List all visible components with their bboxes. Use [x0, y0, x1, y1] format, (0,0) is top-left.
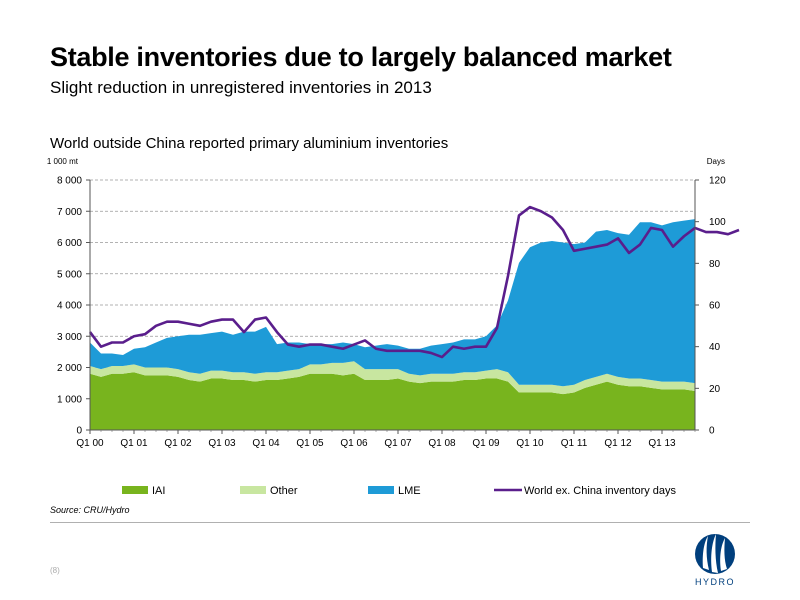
left-tick-label: 6 000	[57, 238, 82, 249]
hydro-logo-icon	[695, 534, 735, 574]
left-tick-label: 8 000	[57, 176, 82, 187]
x-tick-label: Q1 11	[561, 438, 588, 449]
legend-swatch-other	[240, 486, 266, 494]
right-tick-label: 120	[709, 176, 726, 187]
right-tick-label: 40	[709, 342, 721, 353]
x-tick-label: Q1 09	[472, 438, 500, 449]
left-tick-label: 4 000	[57, 301, 82, 312]
x-tick-label: Q1 00	[76, 438, 104, 449]
left-tick-label: 5 000	[57, 269, 82, 280]
left-tick-label: 3 000	[57, 332, 82, 343]
left-tick-label: 1 000	[57, 394, 82, 405]
left-axis-unit: 1 000 mt	[47, 157, 79, 166]
x-tick-label: Q1 05	[296, 438, 324, 449]
chart-title: World outside China reported primary alu…	[50, 135, 449, 152]
x-tick-label: Q1 01	[120, 438, 148, 449]
right-tick-label: 100	[709, 217, 726, 228]
page-subtitle: Slight reduction in unregistered invento…	[50, 78, 432, 97]
left-tick-label: 0	[76, 426, 82, 437]
series-area-other	[90, 361, 695, 395]
logo-text: HYDRO	[694, 577, 735, 587]
series-area-lme	[90, 219, 695, 387]
x-tick-label: Q1 10	[516, 438, 544, 449]
right-tick-label: 0	[709, 426, 715, 437]
x-tick-label: Q1 06	[340, 438, 368, 449]
legend-swatch-iai	[122, 486, 148, 494]
hydro-logo: HYDRO	[690, 530, 740, 590]
x-tick-label: Q1 04	[252, 438, 280, 449]
right-tick-label: 60	[709, 301, 721, 312]
legend-label: IAI	[152, 485, 165, 497]
right-axis-unit: Days	[707, 157, 725, 166]
x-tick-label: Q1 08	[428, 438, 456, 449]
right-tick-label: 80	[709, 259, 721, 270]
page-title: Stable inventories due to largely balanc…	[50, 42, 672, 72]
right-tick-label: 20	[709, 384, 721, 395]
legend-label: World ex. China inventory days	[524, 485, 677, 497]
x-tick-label: Q1 07	[384, 438, 412, 449]
series-area-iai	[90, 372, 695, 430]
x-tick-label: Q1 03	[208, 438, 236, 449]
series-line-inventory-days	[88, 205, 740, 359]
legend-swatch-lme	[368, 486, 394, 494]
source-note: Source: CRU/Hydro	[50, 505, 130, 515]
x-tick-label: Q1 13	[648, 438, 676, 449]
footer-divider	[50, 522, 750, 523]
legend-label: LME	[398, 485, 421, 497]
left-tick-label: 7 000	[57, 207, 82, 218]
x-tick-label: Q1 02	[164, 438, 192, 449]
legend-label: Other	[270, 485, 298, 497]
page-number: (8)	[50, 566, 60, 575]
left-tick-label: 2 000	[57, 363, 82, 374]
x-tick-label: Q1 12	[604, 438, 632, 449]
